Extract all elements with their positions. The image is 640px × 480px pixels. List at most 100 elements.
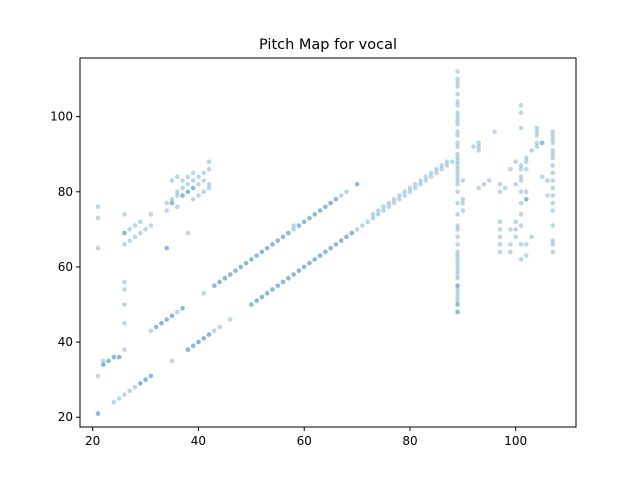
data-point: [455, 264, 460, 270]
data-point: [175, 193, 180, 198]
data-point: [455, 69, 460, 74]
data-point: [550, 140, 556, 146]
data-point: [360, 223, 365, 228]
data-point: [455, 275, 460, 281]
data-point: [196, 181, 201, 187]
data-point: [550, 178, 556, 183]
data-point: [169, 313, 175, 319]
data-point: [455, 80, 460, 86]
data-point: [497, 242, 503, 247]
data-point: [444, 163, 450, 168]
data-point: [481, 181, 487, 187]
data-point: [190, 343, 196, 349]
data-point: [402, 189, 407, 195]
data-point: [296, 223, 302, 228]
data-point: [455, 76, 460, 82]
data-point: [264, 245, 270, 251]
data-point: [95, 373, 101, 379]
data-point: [106, 358, 111, 364]
data-point: [523, 253, 529, 258]
data-point: [127, 388, 133, 394]
data-point: [259, 249, 265, 255]
data-point: [391, 196, 397, 202]
data-point: [349, 230, 355, 236]
data-point: [164, 208, 170, 213]
data-point: [418, 181, 423, 187]
data-point: [455, 298, 460, 304]
data-point: [122, 302, 127, 307]
data-point: [428, 170, 434, 176]
data-point: [449, 159, 455, 165]
data-point: [196, 339, 201, 345]
data-point: [307, 260, 312, 266]
data-point: [212, 328, 217, 334]
data-point: [185, 347, 191, 352]
data-point: [249, 257, 254, 262]
data-point: [127, 227, 133, 232]
data-point: [534, 144, 540, 149]
data-point: [291, 272, 296, 277]
data-points: [95, 69, 556, 416]
data-point: [492, 129, 497, 134]
data-point: [455, 103, 460, 108]
data-point: [254, 298, 259, 304]
data-point: [508, 242, 513, 247]
data-point: [455, 309, 460, 315]
data-point: [212, 283, 217, 289]
data-point: [95, 215, 101, 221]
data-point: [328, 200, 333, 206]
plot-frame: [79, 57, 577, 428]
data-point: [455, 287, 460, 292]
data-point: [455, 144, 460, 149]
data-point: [164, 200, 170, 206]
y-tick-label: 60: [58, 260, 73, 274]
data-point: [370, 215, 376, 221]
data-point: [523, 196, 529, 202]
data-point: [317, 253, 323, 258]
data-point: [159, 320, 164, 326]
data-point: [137, 381, 143, 386]
data-point: [180, 305, 185, 311]
data-point: [264, 245, 270, 251]
x-tick-label: 20: [85, 434, 100, 448]
data-point: [122, 320, 127, 326]
data-point: [259, 294, 265, 300]
data-point: [153, 324, 159, 330]
data-point: [518, 125, 524, 131]
data-point: [323, 249, 328, 255]
data-point: [233, 268, 238, 273]
data-point: [333, 242, 339, 247]
data-point: [455, 99, 460, 104]
data-point: [486, 178, 492, 183]
data-point: [286, 275, 291, 281]
data-point: [455, 283, 460, 289]
data-point: [275, 238, 281, 243]
data-point: [169, 178, 175, 183]
data-point: [455, 302, 460, 307]
data-point: [460, 200, 466, 206]
data-point: [397, 196, 402, 202]
data-point: [175, 174, 180, 180]
data-point: [428, 174, 434, 180]
data-point: [196, 193, 201, 198]
data-point: [550, 155, 556, 161]
data-point: [439, 163, 444, 168]
data-point: [301, 264, 307, 270]
data-point: [455, 178, 460, 183]
data-point: [508, 249, 513, 255]
data-point: [439, 166, 444, 172]
data-point: [518, 212, 524, 217]
data-point: [249, 257, 254, 262]
data-point: [301, 219, 307, 225]
data-point: [455, 118, 460, 123]
data-point: [169, 196, 175, 202]
data-point: [286, 230, 291, 236]
data-point: [217, 279, 222, 285]
data-point: [95, 411, 101, 416]
data-point: [286, 275, 291, 281]
data-point: [518, 223, 524, 228]
data-point: [455, 181, 460, 187]
data-point: [455, 212, 460, 217]
data-point: [312, 212, 318, 217]
data-point: [201, 189, 207, 195]
